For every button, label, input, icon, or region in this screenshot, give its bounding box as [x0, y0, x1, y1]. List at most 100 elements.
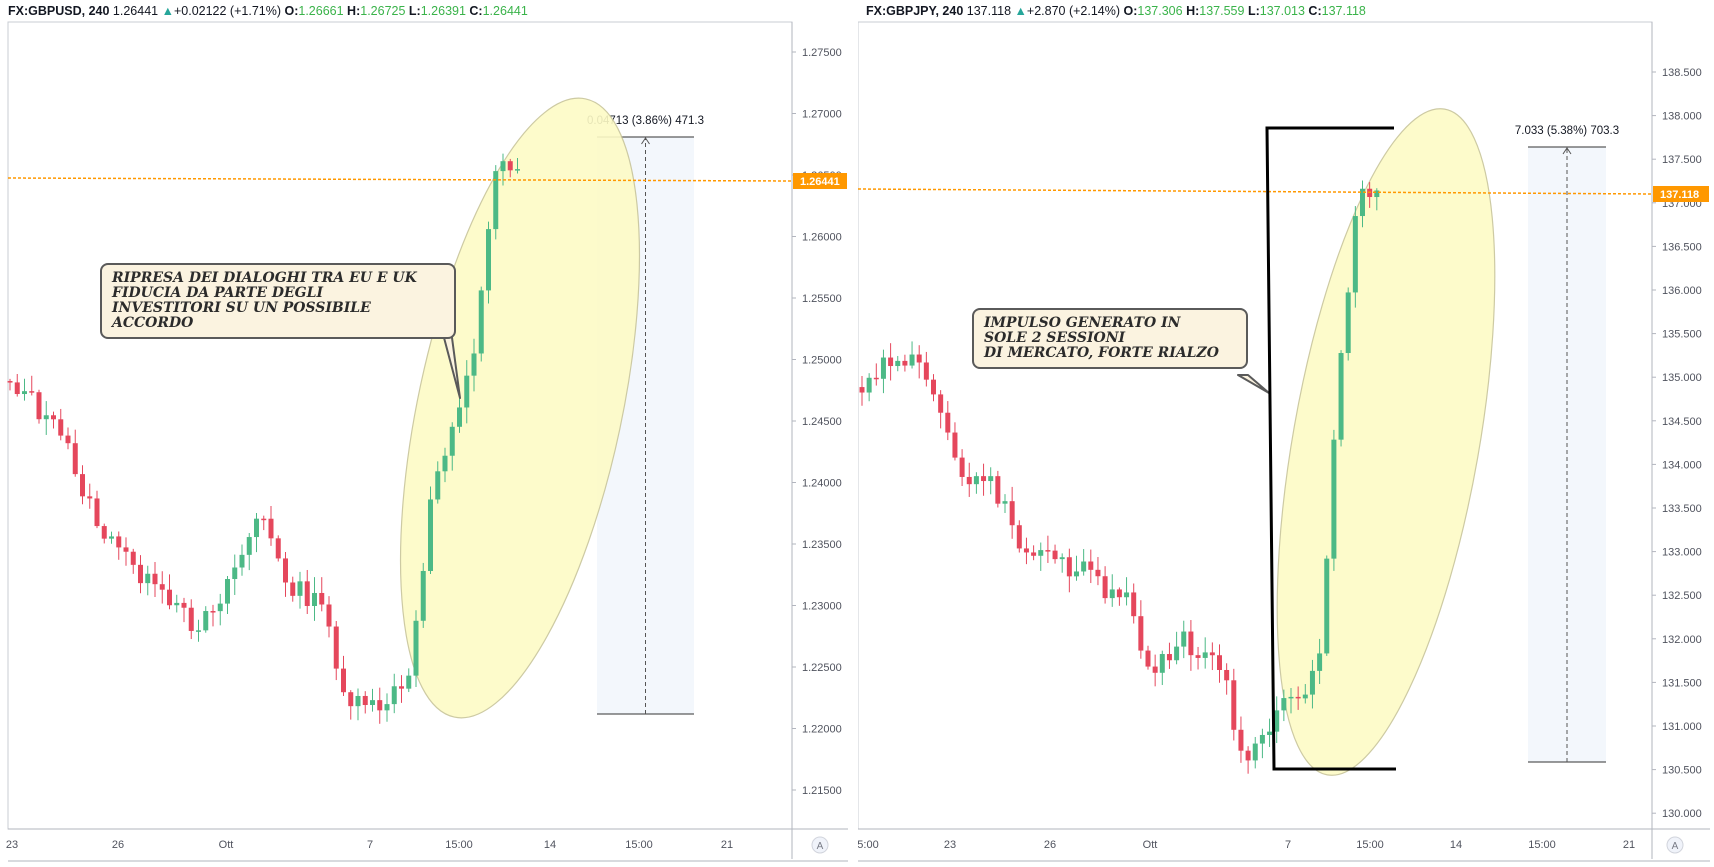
candle-body — [1023, 548, 1029, 553]
timeframe[interactable]: 240 — [88, 4, 110, 18]
candle-body — [1360, 188, 1365, 217]
candle-body — [283, 558, 288, 583]
candle-body — [7, 381, 13, 383]
candle-body — [1159, 654, 1165, 673]
candle-body — [428, 499, 433, 571]
candle-body — [348, 692, 354, 707]
time-tick-label: Ott — [219, 839, 234, 851]
price-tick-label: 1.25000 — [802, 355, 842, 367]
candle-body — [909, 354, 915, 366]
candle-body — [1324, 558, 1330, 654]
price-tick-label: 136.500 — [1662, 241, 1702, 253]
candle-body — [493, 171, 499, 230]
measure-arrow-head-icon — [641, 137, 650, 145]
candle-body — [435, 471, 441, 500]
candle-body — [297, 581, 303, 596]
highlight-ellipse — [1276, 108, 1496, 776]
price-chart-gbpjpy[interactable]: 138.500138.000137.500137.000136.500136.0… — [858, 0, 1714, 867]
price-tick-label: 131.000 — [1662, 721, 1702, 733]
candle-body — [486, 229, 491, 291]
price-chart-gbpusd[interactable]: 1.275001.270001.265001.260001.255001.250… — [0, 0, 852, 867]
candle-body — [14, 382, 20, 395]
price-tick-label: 135.000 — [1662, 372, 1702, 384]
candle-body — [1217, 655, 1222, 670]
auto-scale-label: A — [1672, 841, 1679, 852]
candle-body — [1145, 650, 1151, 667]
candle-body — [873, 377, 879, 380]
close-value: 1.26441 — [482, 4, 528, 18]
candle-body — [1109, 589, 1115, 599]
timeframe[interactable]: 240 — [942, 4, 964, 18]
candle-body — [1166, 654, 1172, 661]
candle-body — [1045, 550, 1051, 552]
candle-body — [167, 589, 172, 606]
candle-body — [181, 602, 187, 608]
price-tick-label: 133.000 — [1662, 547, 1702, 559]
candle-body — [1302, 694, 1308, 699]
candle-body — [973, 476, 979, 485]
candle-body — [1231, 680, 1237, 730]
time-tick-label: 15:00 — [1528, 839, 1556, 851]
price-tick-label: 1.25500 — [802, 293, 842, 305]
candle-body — [916, 354, 922, 363]
candle-body — [261, 518, 267, 521]
candle-body — [859, 387, 865, 393]
current-price-tag — [793, 173, 847, 189]
chart-panel-gbpjpy[interactable]: FX:GBPJPY, 240 137.118 ▲+2.870 (+2.14%) … — [858, 0, 1714, 867]
time-tick-label: 5:00 — [858, 839, 879, 851]
candle-body — [1088, 561, 1094, 570]
candle-body — [1188, 631, 1194, 656]
candle-body — [995, 476, 1001, 504]
candle-body — [391, 686, 397, 705]
candle-body — [239, 554, 245, 568]
candle-body — [355, 695, 361, 707]
candle-body — [1202, 652, 1208, 658]
price-tick-label: 1.27000 — [802, 109, 842, 121]
candle-body — [1002, 501, 1008, 504]
time-tick-label: 23 — [6, 839, 18, 851]
candle-body — [464, 375, 470, 408]
symbol-name[interactable]: FX:GBPJPY — [866, 4, 936, 18]
price-tick-label: 1.27500 — [802, 47, 842, 59]
candle-body — [43, 415, 49, 420]
candle-body — [399, 686, 404, 689]
candle-body — [22, 391, 27, 395]
price-change: +2.870 (+2.14%) — [1026, 4, 1121, 18]
candle-body — [515, 169, 520, 171]
open-value: 137.306 — [1137, 4, 1183, 18]
candle-body — [123, 547, 129, 552]
symbol-name[interactable]: FX:GBPUSD — [8, 4, 82, 18]
time-tick-label: 21 — [721, 839, 733, 851]
candle-body — [174, 602, 180, 606]
candle-body — [130, 551, 136, 565]
candle-body — [188, 607, 194, 631]
price-tick-label: 138.000 — [1662, 111, 1702, 123]
candle-body — [1081, 561, 1087, 572]
candle-body — [319, 592, 325, 605]
candle-body — [938, 394, 944, 413]
candle-body — [1124, 592, 1130, 598]
auto-scale-button[interactable] — [811, 836, 829, 854]
candle-body — [362, 695, 368, 706]
candle-body — [442, 455, 448, 472]
candle-body — [116, 536, 122, 548]
candle-body — [1267, 731, 1273, 735]
price-tick-label: 137.500 — [1662, 154, 1702, 166]
candle-body — [58, 419, 64, 436]
candle-body — [1238, 729, 1244, 751]
candle-body — [457, 407, 462, 427]
price-tick-label: 134.000 — [1662, 459, 1702, 471]
candle-body — [923, 362, 929, 380]
candle-body — [159, 584, 165, 590]
candle-body — [94, 498, 100, 527]
annotation-callout: RIPRESA DEI DIALOGHI TRA EU E UK FIDUCIA… — [100, 263, 456, 339]
high-value: 1.26725 — [360, 4, 406, 18]
candle-body — [1009, 501, 1015, 526]
chart-panel-gbpusd[interactable]: FX:GBPUSD, 240 1.26441 ▲+0.02122 (+1.71%… — [0, 0, 852, 867]
price-tick-label: 1.21500 — [802, 785, 842, 797]
annotation-callout: IMPULSO GENERATO IN SOLE 2 SESSIONI DI M… — [972, 308, 1248, 369]
price-tick-label: 138.500 — [1662, 67, 1702, 79]
auto-scale-button[interactable] — [1666, 836, 1684, 854]
candle-body — [1195, 655, 1201, 658]
time-tick-label: 15:00 — [625, 839, 653, 851]
